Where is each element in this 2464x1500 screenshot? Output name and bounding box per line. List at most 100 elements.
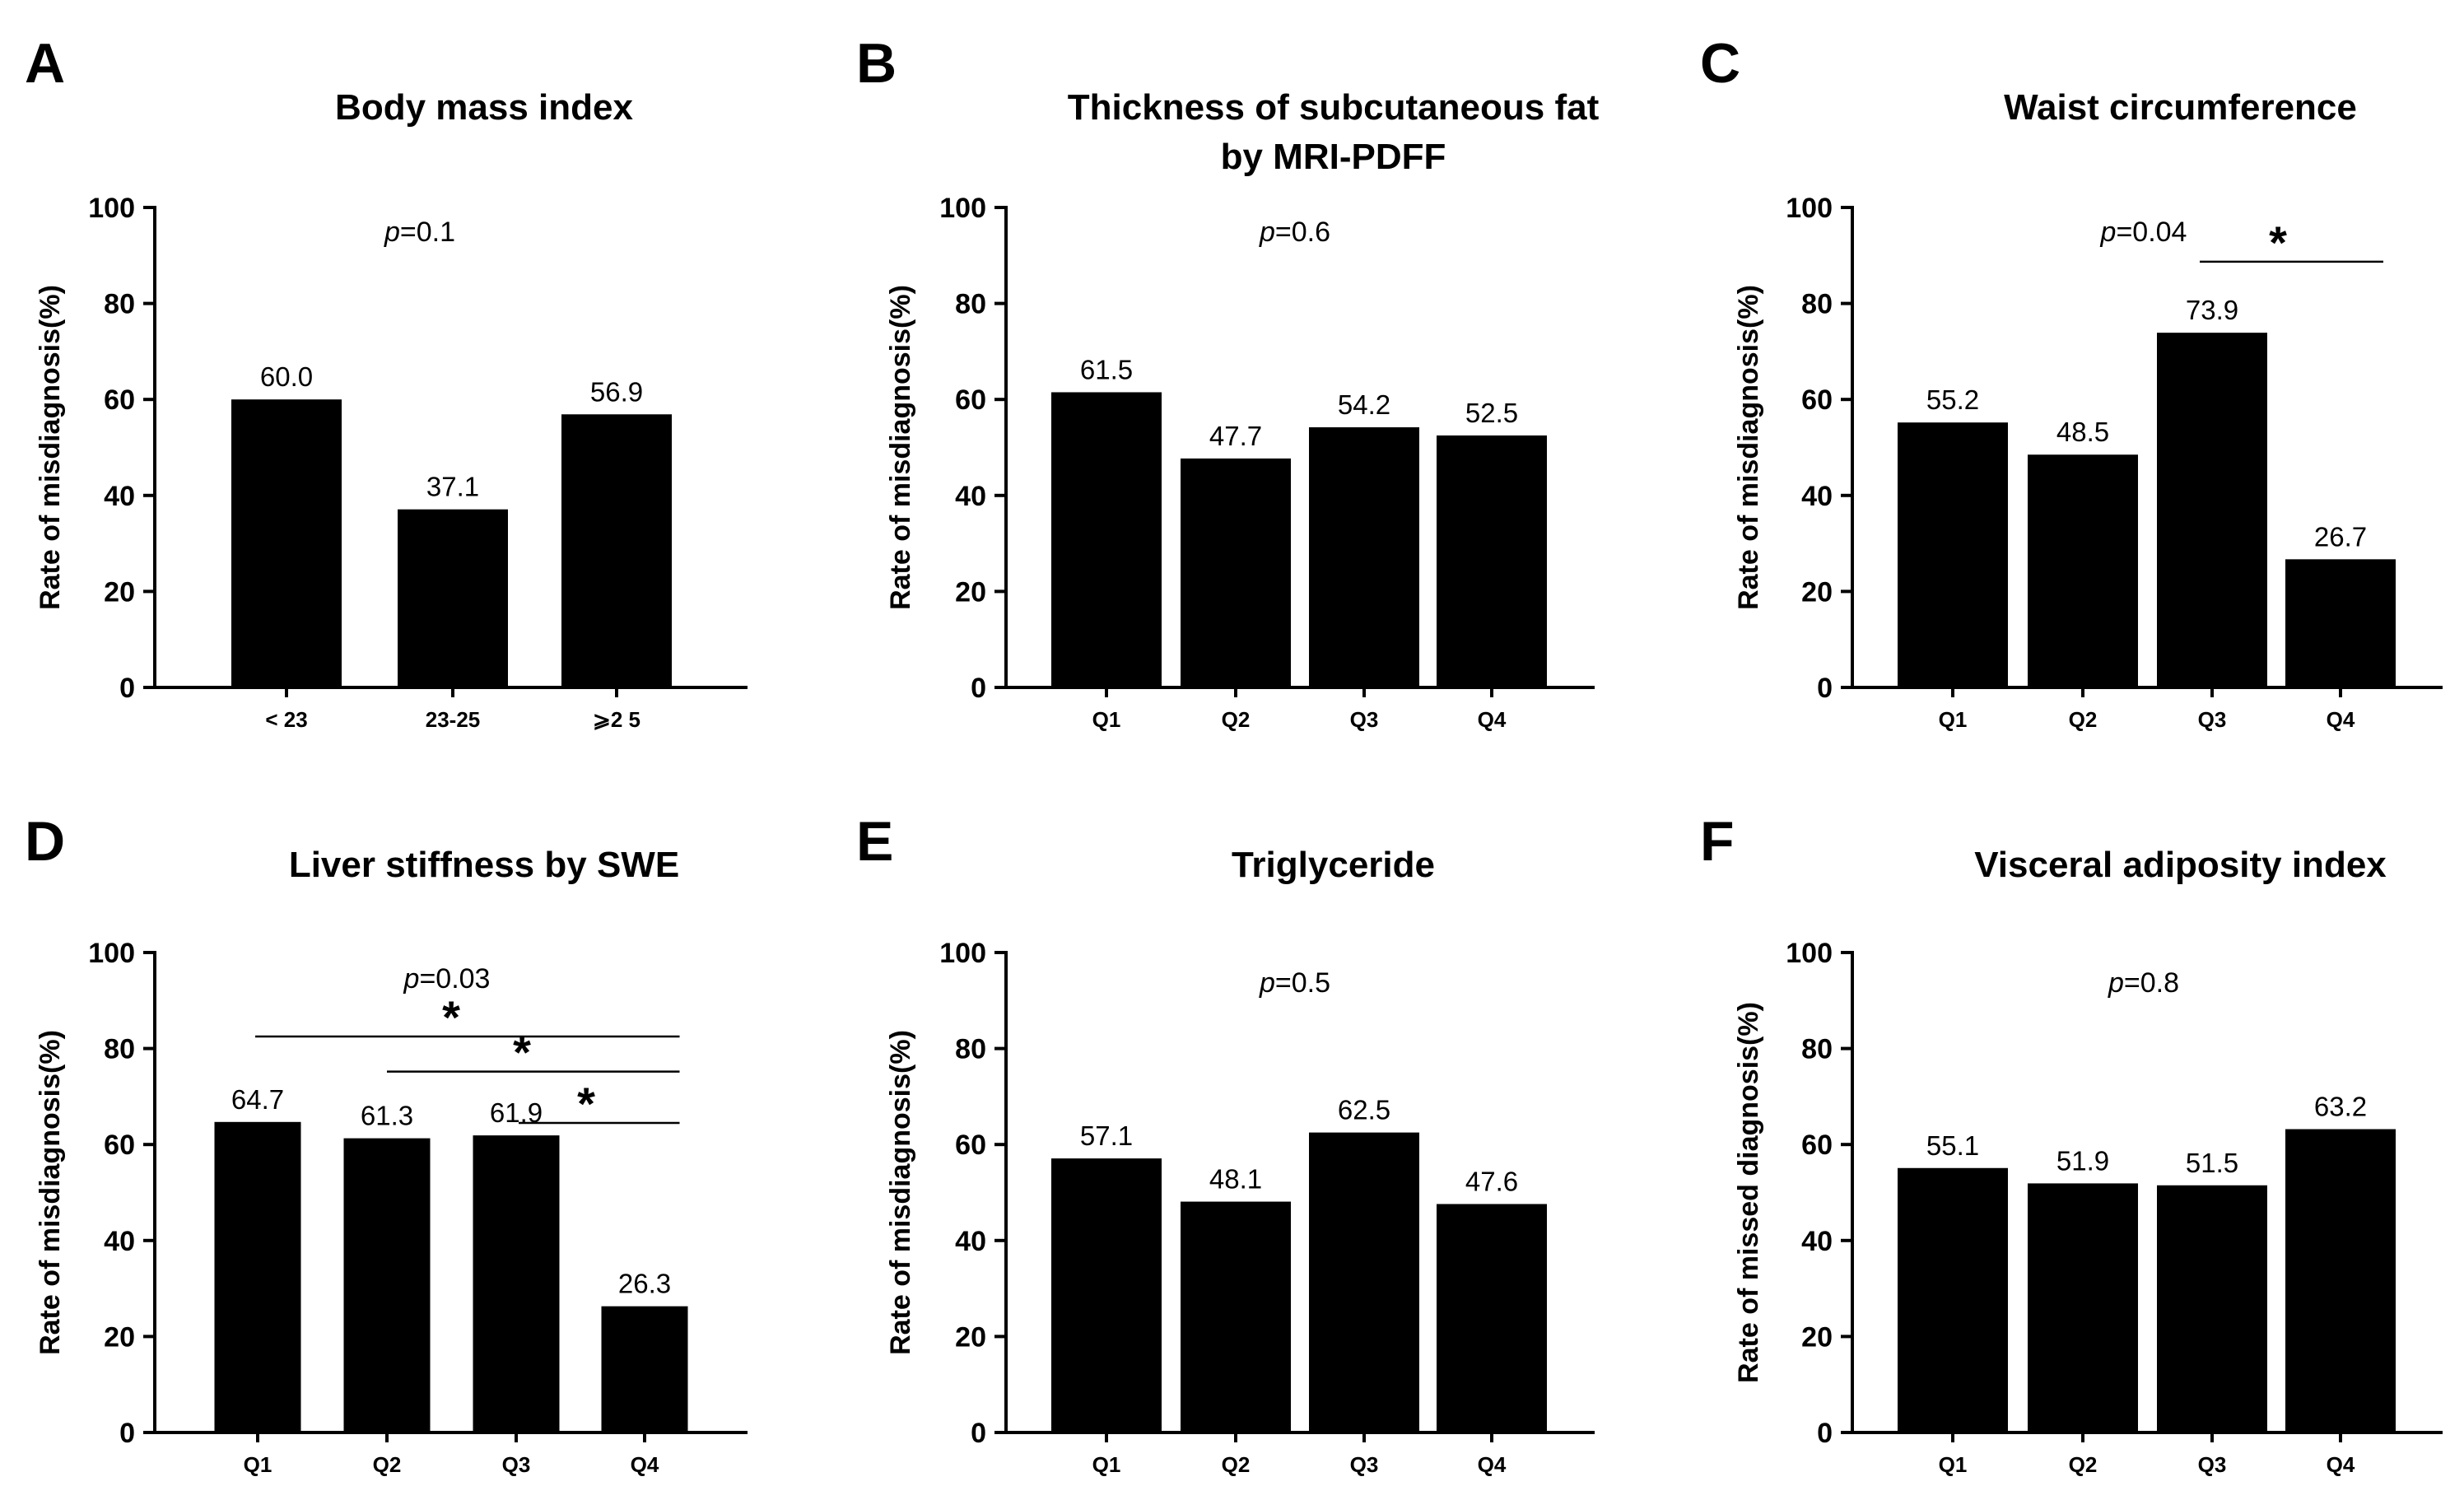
y-tick-label: 80: [104, 1034, 135, 1065]
p-value: p=0.6: [1259, 217, 1330, 248]
data-label: 54.2: [1338, 389, 1390, 420]
p-value-symbol: p: [1259, 967, 1275, 999]
y-tick-label: 100: [1786, 193, 1833, 224]
y-tick-label: 20: [104, 576, 135, 608]
panel-letter: B: [856, 32, 897, 95]
y-tick-label: 40: [955, 1226, 986, 1257]
bar: [2028, 454, 2138, 687]
bar: [1051, 392, 1162, 687]
data-label: 55.2: [1926, 384, 1979, 415]
bar: [2285, 559, 2396, 687]
y-tick-label: 0: [971, 1418, 986, 1449]
x-tick-label: ⩾2 5: [593, 707, 640, 732]
data-label: 57.1: [1080, 1120, 1133, 1151]
bar: [473, 1135, 560, 1432]
x-tick-label: < 23: [265, 707, 307, 732]
chart-title: Body mass index: [335, 87, 633, 128]
y-tick-label: 60: [955, 1130, 986, 1161]
panel-f: F Visceral adiposity index Rate of missed …: [1700, 810, 2443, 1477]
chart-title: Liver stiffness by SWE: [289, 845, 679, 885]
panel-e: E Triglyceride Rate of misdiagnosis(%) 0 20 4…: [856, 810, 1595, 1477]
y-tick-label: 100: [88, 938, 135, 969]
bar: [2285, 1129, 2396, 1432]
data-label: 61.3: [361, 1101, 413, 1131]
bar: [2028, 1183, 2138, 1432]
x-tick-label: Q2: [2069, 707, 2098, 732]
data-label: 64.7: [231, 1084, 284, 1115]
x-tick-label: Q1: [1939, 707, 1968, 732]
y-tick-label: 20: [1801, 1321, 1833, 1353]
data-label: 73.9: [2186, 295, 2238, 325]
y-tick-label: 20: [955, 576, 986, 608]
p-value: p=0.1: [384, 217, 455, 248]
data-label: 37.1: [426, 472, 479, 502]
y-tick-label: 40: [1801, 1226, 1833, 1257]
p-value: p=0.5: [1259, 967, 1330, 999]
y-tick-label: 40: [104, 1226, 135, 1257]
x-tick-label: Q2: [2069, 1452, 2098, 1477]
y-tick-label: 0: [119, 673, 135, 704]
bar: [1898, 1167, 2008, 1432]
p-value: p=0.03: [403, 963, 491, 995]
p-value-number: =0.03: [419, 963, 490, 995]
data-label: 26.3: [618, 1269, 671, 1299]
significance-star: *: [442, 991, 460, 1043]
bar: [2157, 1185, 2267, 1432]
x-tick-label: Q1: [1939, 1452, 1968, 1477]
x-tick-label: Q4: [631, 1452, 659, 1477]
bar: [1437, 435, 1547, 687]
p-value-number: =0.04: [2116, 217, 2187, 248]
y-tick-label: 40: [104, 481, 135, 512]
x-tick-label: Q1: [1092, 1452, 1121, 1477]
p-value: p=0.04: [2100, 217, 2187, 248]
y-tick-label: 100: [1786, 938, 1833, 969]
y-tick-label: 60: [104, 1130, 135, 1161]
y-tick-label: 0: [971, 673, 986, 704]
y-axis-label: Rate of misdiagnosis(%): [885, 285, 916, 610]
bar: [1309, 427, 1419, 687]
panel-letter: D: [25, 810, 65, 873]
p-value-number: =0.5: [1275, 967, 1330, 999]
p-value-symbol: p: [2108, 967, 2124, 999]
bar: [2157, 333, 2267, 687]
bar: [561, 414, 672, 687]
x-tick-label: Q3: [1350, 707, 1379, 732]
data-label: 48.5: [2056, 417, 2109, 447]
bar: [343, 1138, 431, 1432]
y-tick-label: 60: [104, 384, 135, 416]
panel-letter: F: [1700, 810, 1735, 873]
y-tick-label: 80: [955, 289, 986, 320]
data-label: 47.7: [1209, 421, 1262, 451]
chart-title: by MRI-PDFF: [1221, 137, 1446, 177]
y-tick-label: 80: [955, 1034, 986, 1065]
bar: [398, 509, 508, 687]
bar: [1309, 1132, 1419, 1432]
y-tick-label: 100: [88, 193, 135, 224]
chart-title: Visceral adiposity index: [1974, 845, 2387, 885]
data-label: 62.5: [1338, 1095, 1390, 1125]
y-tick-label: 60: [955, 384, 986, 416]
y-tick-label: 80: [104, 289, 135, 320]
y-tick-label: 80: [1801, 1034, 1833, 1065]
y-tick-label: 60: [1801, 1130, 1833, 1161]
p-value-number: =0.8: [2124, 967, 2179, 999]
bar: [1437, 1204, 1547, 1432]
panel-d: D Liver stiffness by SWE Rate of misdiagno…: [25, 810, 748, 1477]
bar: [1898, 422, 2008, 687]
x-tick-label: Q4: [2327, 707, 2355, 732]
bar: [1051, 1158, 1162, 1432]
panel-a: A Body mass index Rate of misdiagnosis(%) 0…: [25, 32, 748, 732]
data-label: 56.9: [590, 376, 643, 407]
p-value-symbol: p: [384, 217, 400, 248]
panel-letter: E: [856, 810, 893, 873]
panel-b: B Thickness of subcutaneous fat by MRI-PDF…: [856, 32, 1600, 732]
x-tick-label: Q2: [1222, 707, 1251, 732]
chart-title: Thickness of subcutaneous fat: [1068, 87, 1600, 128]
y-tick-label: 0: [1817, 673, 1833, 704]
x-tick-label: Q4: [2327, 1452, 2355, 1477]
y-tick-label: 40: [1801, 481, 1833, 512]
chart-title: Triglyceride: [1232, 845, 1435, 885]
bar: [601, 1306, 688, 1432]
data-label: 51.9: [2056, 1145, 2109, 1176]
